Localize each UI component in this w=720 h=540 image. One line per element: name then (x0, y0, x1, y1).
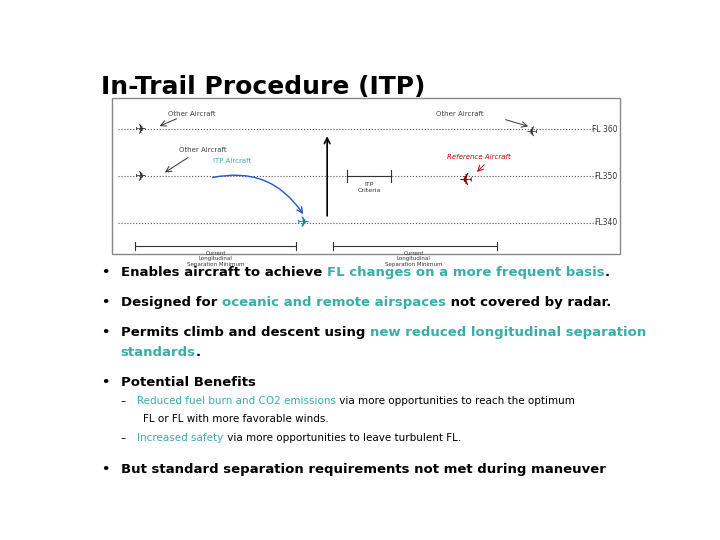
Text: •: • (101, 376, 109, 389)
Text: oceanic and remote airspaces: oceanic and remote airspaces (222, 296, 446, 309)
Text: via more opportunities to reach the optimum: via more opportunities to reach the opti… (336, 396, 575, 406)
Text: Reduced fuel burn and CO2 emissions: Reduced fuel burn and CO2 emissions (138, 396, 336, 406)
Text: new reduced longitudinal separation: new reduced longitudinal separation (369, 326, 646, 339)
Text: –: – (121, 433, 126, 443)
Text: •: • (101, 463, 109, 476)
Text: Increased safety: Increased safety (138, 433, 224, 443)
Text: –: – (121, 396, 126, 406)
Text: ✈: ✈ (526, 122, 537, 136)
Text: not covered by radar.: not covered by radar. (446, 296, 611, 309)
Text: ITP
Criteria: ITP Criteria (357, 183, 381, 193)
Text: Enables aircraft to achieve: Enables aircraft to achieve (121, 266, 327, 280)
FancyBboxPatch shape (112, 98, 620, 254)
Text: FL340: FL340 (594, 218, 617, 227)
Text: FL or FL with more favorable winds.: FL or FL with more favorable winds. (143, 414, 329, 424)
Text: Other Aircraft: Other Aircraft (179, 147, 227, 153)
Text: ✈: ✈ (459, 167, 472, 185)
Text: •: • (101, 326, 109, 339)
Text: Designed for: Designed for (121, 296, 222, 309)
Text: FL350: FL350 (594, 172, 617, 180)
Text: .: . (604, 266, 609, 280)
Text: Other Aircraft: Other Aircraft (168, 111, 216, 117)
Text: Current
Longitudinal
Separation Minimum: Current Longitudinal Separation Minimum (385, 251, 442, 267)
Text: Other Aircraft: Other Aircraft (436, 111, 484, 117)
Text: FL changes on a more frequent basis: FL changes on a more frequent basis (327, 266, 604, 280)
Text: Current
Longitudinal
Separation Minimum: Current Longitudinal Separation Minimum (186, 251, 244, 267)
Text: •: • (101, 266, 109, 280)
Text: Permits climb and descent using: Permits climb and descent using (121, 326, 369, 339)
Text: ✈: ✈ (135, 122, 146, 136)
Text: Potential Benefits: Potential Benefits (121, 376, 256, 389)
Text: ITP Aircraft: ITP Aircraft (213, 158, 251, 164)
Text: ✈: ✈ (297, 215, 309, 230)
Text: standards: standards (121, 346, 196, 359)
Text: FL 360: FL 360 (592, 125, 617, 134)
Text: •: • (101, 296, 109, 309)
Text: In-Trail Procedure (ITP): In-Trail Procedure (ITP) (101, 75, 426, 99)
Text: ✈: ✈ (135, 169, 146, 183)
Text: .: . (196, 346, 201, 359)
Text: via more opportunities to leave turbulent FL.: via more opportunities to leave turbulen… (224, 433, 461, 443)
Text: But standard separation requirements not met during maneuver: But standard separation requirements not… (121, 463, 606, 476)
Text: Reference Aircraft: Reference Aircraft (447, 154, 511, 160)
